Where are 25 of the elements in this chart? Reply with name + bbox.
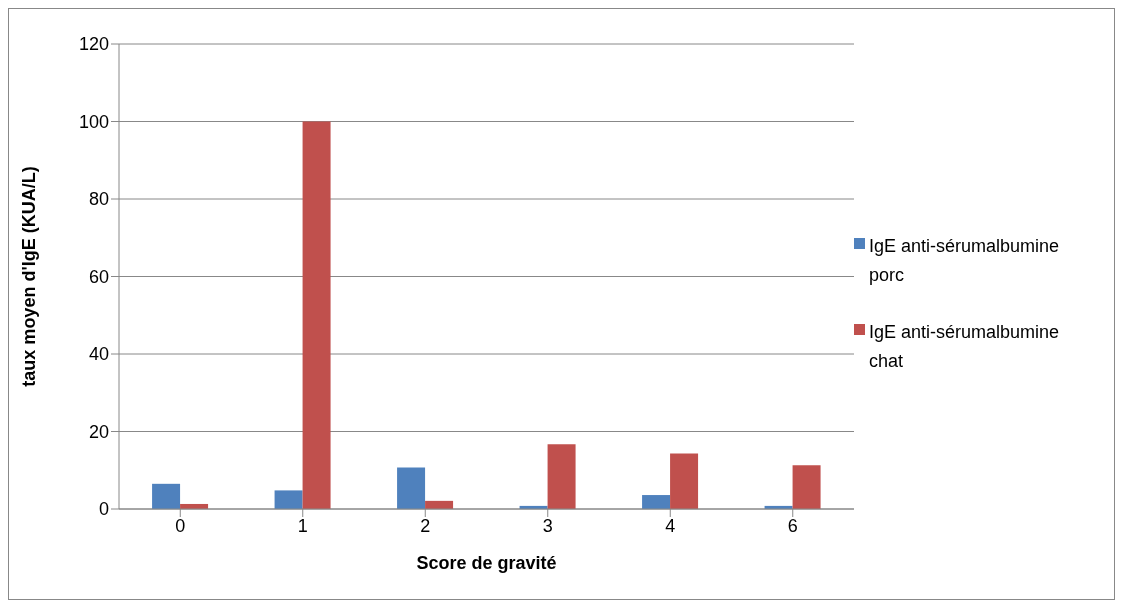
y-tick-label: 40 [88,344,109,365]
bar [152,483,181,509]
bar [670,453,699,509]
legend-label: IgE anti-sérumalbumine porc [869,235,1061,287]
y-tick-label: 20 [88,421,109,442]
bar [547,444,576,509]
x-tick-label: 1 [297,515,308,536]
bar [792,465,821,509]
legend-label: IgE anti-sérumalbumine chat [869,321,1061,373]
y-axis-title: taux moyen d'IgE (KUA/L) [19,166,40,387]
x-axis-title: Score de gravité [416,553,557,573]
x-tick-label: 0 [175,515,186,536]
y-tick-label: 80 [88,189,109,210]
y-tick-label: 60 [88,266,109,287]
y-tick-label: 0 [98,499,109,520]
x-tick-label: 2 [420,515,431,536]
x-tick-label: 3 [542,515,553,536]
y-tick-label: 120 [78,34,109,55]
x-tick-label: 4 [665,515,676,536]
bar [302,121,331,509]
bar [642,495,671,509]
y-tick-label: 100 [78,111,109,132]
bar [274,490,303,509]
bar [397,467,426,509]
x-tick-label: 6 [787,515,798,536]
